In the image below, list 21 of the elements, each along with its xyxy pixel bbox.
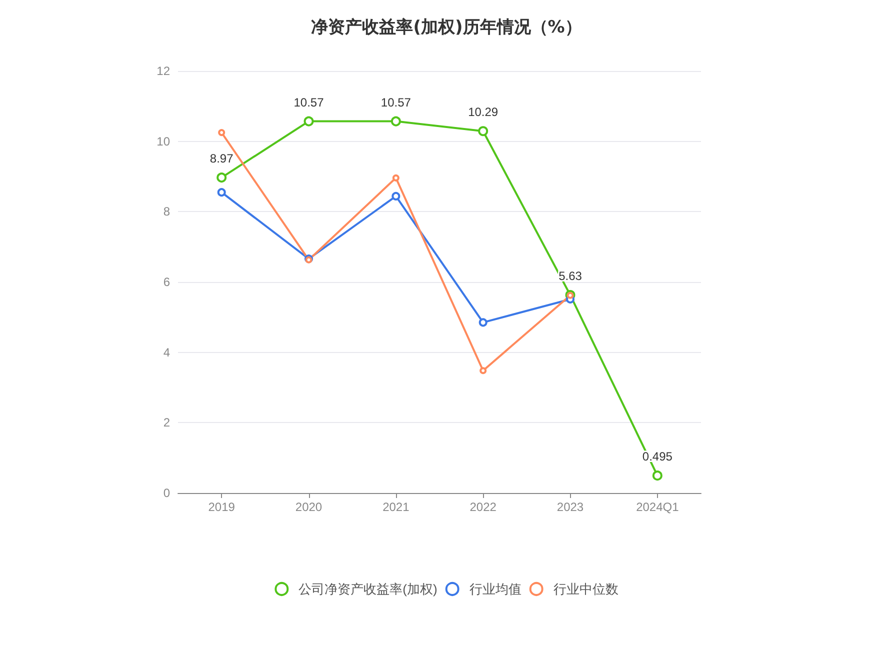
y-tick-label: 0 — [163, 486, 170, 500]
x-tick-label: 2023 — [556, 500, 584, 514]
legend-label: 公司净资产收益率(加权) — [298, 582, 438, 596]
x-tick-label: 2024Q1 — [636, 500, 680, 514]
y-tick-label: 12 — [156, 64, 170, 78]
y-tick-label: 4 — [163, 345, 170, 360]
x-tick-label: 2020 — [295, 500, 322, 514]
data-label: 10.57 — [380, 95, 412, 110]
y-tick-label: 6 — [163, 275, 170, 289]
y-tick-label: 2 — [163, 416, 170, 430]
data-label: 10.57 — [294, 95, 324, 110]
x-tick-label: 2019 — [208, 500, 236, 514]
legend-label: 行业中位数 — [553, 582, 618, 596]
data-label: 8.97 — [210, 152, 234, 166]
x-tick-label: 2021 — [382, 500, 410, 514]
data-label: 10.29 — [468, 105, 498, 120]
y-tick-label: 10 — [156, 134, 170, 148]
y-tick-label: 8 — [163, 204, 170, 219]
chart-title: 净资产收益率(加权)历年情况（%） — [311, 18, 582, 38]
x-tick-label: 2022 — [470, 500, 497, 514]
legend-label: 行业均值 — [469, 582, 522, 596]
